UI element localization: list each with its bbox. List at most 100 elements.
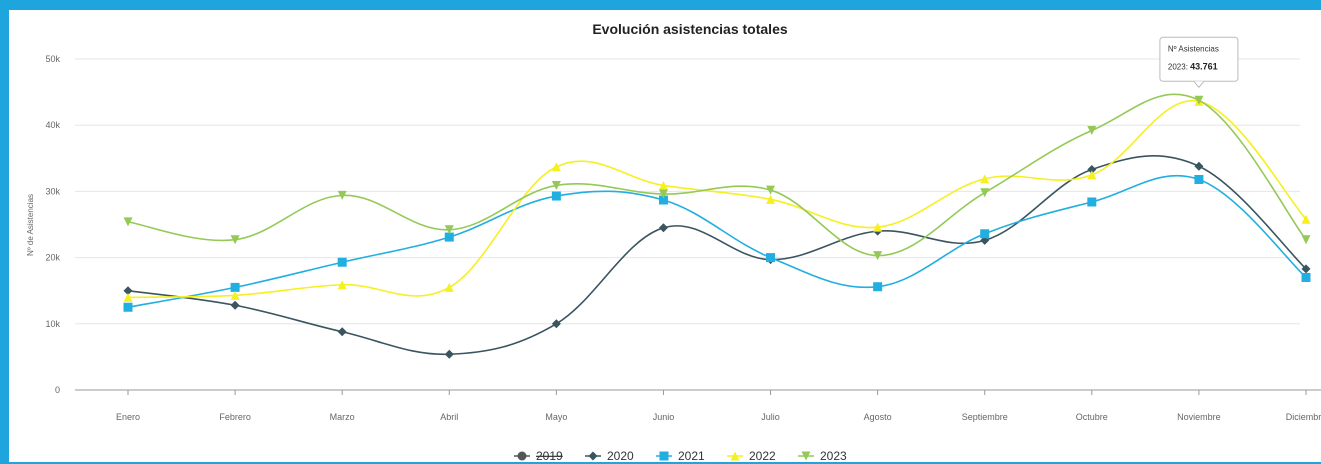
- series-layer: [123, 93, 1311, 359]
- legend-symbol: [659, 451, 669, 461]
- data-point-2022: [444, 282, 454, 292]
- series-2023: [123, 93, 1311, 261]
- series-2022: [123, 96, 1311, 302]
- data-point-2021: [658, 195, 668, 205]
- data-point-2023: [551, 180, 561, 190]
- data-point-2022: [337, 280, 347, 290]
- data-point-2021: [873, 282, 883, 292]
- legend-item-2019[interactable]: 2019: [514, 449, 563, 463]
- x-tick-label: Julio: [761, 412, 780, 422]
- data-point-2023: [337, 190, 347, 200]
- tooltip: Nº Asistencias 2023: 43.761: [1159, 36, 1239, 89]
- data-point-2023: [123, 217, 133, 227]
- grid: [75, 58, 1300, 325]
- data-point-2021: [444, 232, 454, 242]
- data-point-2020: [1301, 264, 1311, 274]
- data-point-2022: [123, 292, 133, 302]
- y-tick-label: 40k: [45, 120, 60, 130]
- data-point-2021: [1087, 197, 1097, 207]
- data-point-2022: [1087, 170, 1097, 180]
- data-point-2023: [1194, 95, 1204, 105]
- y-axis-label: Nº de Asistencias: [26, 194, 35, 256]
- data-point-2023: [230, 235, 240, 245]
- data-point-2022: [766, 194, 776, 204]
- data-point-2022: [980, 174, 990, 184]
- tooltip-arrow: [1193, 80, 1205, 89]
- x-tick-label: Enero: [116, 412, 140, 422]
- x-tick-label: Agosto: [864, 412, 892, 422]
- series-line-2022: [127, 100, 1307, 299]
- data-point-2023: [980, 188, 990, 198]
- legend-symbol: [801, 451, 811, 461]
- tooltip-series: 2023: [1168, 62, 1186, 71]
- data-point-2020: [444, 349, 454, 359]
- series-line-2020: [127, 155, 1307, 356]
- legend[interactable]: 2019 2020 2021 2022 2023: [514, 449, 847, 463]
- x-tick-label: Octubre: [1076, 412, 1108, 422]
- data-point-2023: [1301, 235, 1311, 245]
- series-line-2021: [127, 174, 1307, 309]
- data-point-2020: [230, 300, 240, 310]
- data-point-2021: [230, 282, 240, 292]
- data-point-2022: [230, 290, 240, 300]
- legend-label: 2023: [820, 449, 847, 463]
- data-point-2021: [123, 302, 133, 312]
- tooltip-value: 43.761: [1190, 61, 1218, 71]
- data-point-2021: [980, 229, 990, 239]
- data-point-2020: [551, 319, 561, 329]
- tooltip-value-line: 2023: 43.761: [1168, 61, 1218, 71]
- legend-label: 2020: [607, 449, 634, 463]
- series-line-2023: [127, 93, 1307, 257]
- y-tick-label: 10k: [45, 319, 60, 329]
- legend-item-2023[interactable]: 2023: [798, 449, 847, 463]
- legend-symbol: [517, 451, 527, 461]
- y-tick-label: 30k: [45, 186, 60, 196]
- x-tick-label: Junio: [653, 412, 675, 422]
- axes: 0 10k 20k 30k 40k 50k Enero Febrero Marzo Abril Ma…: [45, 54, 1321, 422]
- data-point-2022: [551, 162, 561, 172]
- legend-label: 2022: [749, 449, 776, 463]
- x-tick-label: Diciembre: [1286, 412, 1321, 422]
- data-point-2023: [444, 225, 454, 235]
- legend-item-2022[interactable]: 2022: [727, 449, 776, 463]
- data-point-2021: [337, 257, 347, 267]
- data-point-2023: [1087, 125, 1097, 135]
- x-tick-label: Mayo: [545, 412, 567, 422]
- data-point-2022: [873, 222, 883, 232]
- tooltip-header: Nº Asistencias: [1168, 44, 1219, 53]
- data-point-2023: [873, 251, 883, 261]
- data-point-2021: [766, 253, 776, 263]
- data-point-2020: [123, 286, 133, 296]
- legend-item-2021[interactable]: 2021: [656, 449, 705, 463]
- legend-label: 2019: [536, 449, 563, 463]
- data-point-2021: [551, 191, 561, 201]
- data-point-2020: [658, 223, 668, 233]
- data-point-2021: [1194, 174, 1204, 184]
- data-point-2023: [658, 189, 668, 199]
- x-tick-label: Noviembre: [1177, 412, 1221, 422]
- chart-title: Evolución asistencias totales: [592, 21, 788, 37]
- series-2021: [123, 174, 1311, 312]
- series-2020: [123, 155, 1311, 359]
- data-point-2021: [1301, 272, 1311, 282]
- data-point-2020: [337, 327, 347, 337]
- data-point-2023: [766, 185, 776, 195]
- legend-symbol: [588, 451, 598, 461]
- y-tick-label: 20k: [45, 253, 60, 263]
- legend-symbol: [730, 451, 740, 461]
- data-point-2020: [1194, 161, 1204, 171]
- x-tick-label: Septiembre: [962, 412, 1008, 422]
- x-tick-label: Febrero: [219, 412, 251, 422]
- legend-item-2020[interactable]: 2020: [585, 449, 634, 463]
- data-point-2022: [1301, 214, 1311, 224]
- y-tick-label: 50k: [45, 54, 60, 64]
- x-tick-label: Abril: [440, 412, 458, 422]
- x-tick-label: Marzo: [330, 412, 355, 422]
- y-tick-label: 0: [55, 385, 60, 395]
- legend-label: 2021: [678, 449, 705, 463]
- tooltip-separator: :: [1186, 62, 1190, 71]
- data-point-2022: [658, 180, 668, 190]
- data-point-2020: [1087, 165, 1097, 175]
